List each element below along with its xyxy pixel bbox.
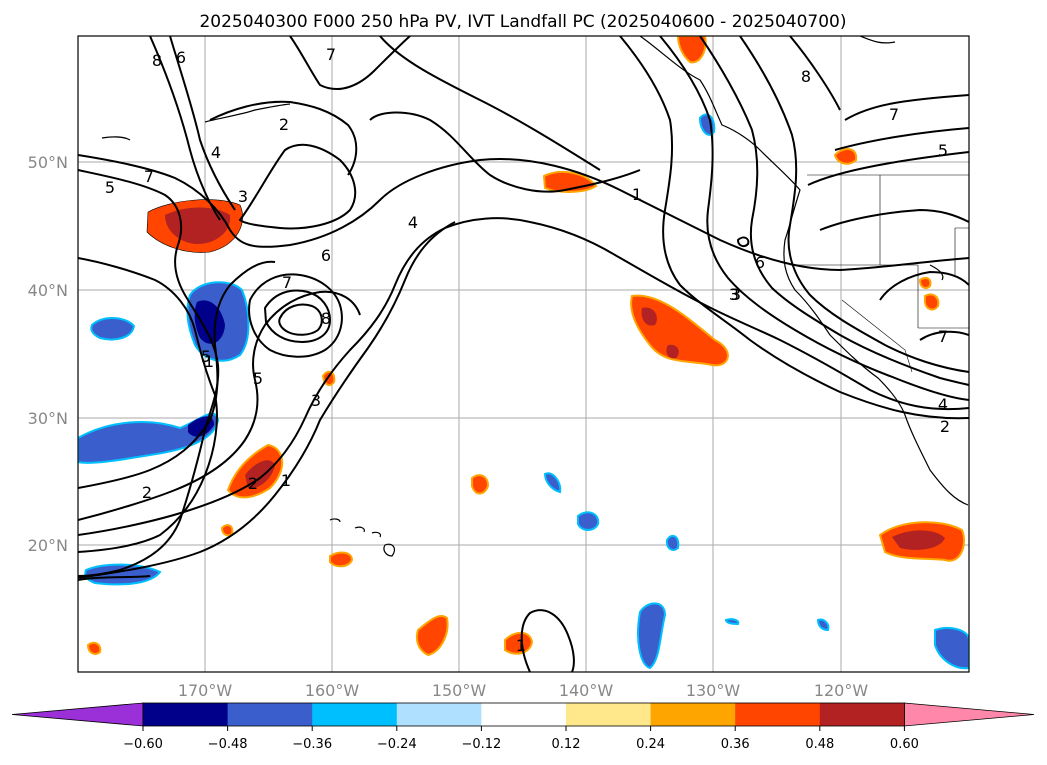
negative-anomaly xyxy=(665,534,680,551)
contour-label: 5 xyxy=(105,178,115,197)
colorbar-segment xyxy=(312,703,398,726)
colorbar-segment xyxy=(819,703,905,726)
colorbar-segment xyxy=(227,703,313,726)
lon-label: 120°W xyxy=(814,681,869,700)
contour-label: 1 xyxy=(516,636,526,655)
contour-label: 2 xyxy=(940,417,950,436)
negative-anomaly xyxy=(637,602,667,670)
contour-label: 3 xyxy=(238,187,248,206)
colorbar-extend-min xyxy=(11,702,144,727)
positive-anomaly xyxy=(471,474,490,495)
contour-lines xyxy=(78,36,969,672)
lon-label: 160°W xyxy=(305,681,360,700)
contour-label: 8 xyxy=(321,309,331,328)
colorbar-tick-label: 0.60 xyxy=(890,737,919,752)
positive-anomaly xyxy=(86,641,102,655)
contour-label: 5 xyxy=(253,369,263,388)
colorbar-tick-label: −0.36 xyxy=(292,737,332,752)
contour-label: 2 xyxy=(248,474,258,493)
longitude-labels: 170°W 160°W 150°W 140°W 130°W 120°W xyxy=(178,681,869,700)
colorbar-tick-label: −0.24 xyxy=(377,737,417,752)
contour-label: 7 xyxy=(889,105,899,124)
colorbar-tick-label: −0.12 xyxy=(461,737,501,752)
latitude-labels: 50°N 40°N 30°N 20°N xyxy=(28,153,68,555)
contour-label: 8 xyxy=(152,51,162,70)
colorbar-segment xyxy=(481,703,567,726)
contour-label: 2 xyxy=(142,483,152,502)
lat-label: 50°N xyxy=(28,153,68,172)
contour-label: 7 xyxy=(144,167,154,186)
contour-label: 4 xyxy=(408,213,418,232)
negative-anomaly xyxy=(816,618,830,632)
colorbar-tick-label: 0.48 xyxy=(805,737,834,752)
colorbar-segment xyxy=(396,703,482,726)
negative-anomaly xyxy=(90,317,136,341)
colorbar-tick-label: 0.36 xyxy=(721,737,750,752)
contour-label: 3 xyxy=(311,391,321,410)
map-frame xyxy=(77,35,970,673)
contour-label: 2 xyxy=(279,115,289,134)
negative-anomaly xyxy=(577,511,600,531)
colorbar-extend-max xyxy=(904,702,1035,727)
positive-anomaly xyxy=(918,277,932,289)
contour-label: 4 xyxy=(938,395,948,414)
colorbar-tick-label: 0.24 xyxy=(636,737,665,752)
contour-label: 8 xyxy=(801,67,811,86)
contour-label: 5 xyxy=(201,347,211,366)
positive-anomaly xyxy=(833,148,858,165)
contour-label: 7 xyxy=(282,273,292,292)
colorbar-tick-label: −0.60 xyxy=(123,737,163,752)
negative-anomaly xyxy=(934,627,969,670)
positive-anomaly xyxy=(220,524,234,537)
positive-anomaly xyxy=(504,631,534,655)
contour-label: 7 xyxy=(938,327,948,346)
colorbar-segment xyxy=(650,703,736,726)
lat-label: 40°N xyxy=(28,281,68,300)
negative-anomaly xyxy=(724,618,740,626)
lat-label: 30°N xyxy=(28,409,68,428)
colorbar: −0.60 −0.48 −0.36 −0.24 −0.12 0.12 0.24 0.36 0.4… xyxy=(11,702,1035,752)
plot-title: 2025040300 F000 250 hPa PV, IVT Landfall… xyxy=(199,12,846,32)
contour-label: 6 xyxy=(321,246,331,265)
negative-anomaly xyxy=(78,412,220,464)
lon-label: 130°W xyxy=(686,681,741,700)
lon-label: 140°W xyxy=(559,681,614,700)
lon-label: 150°W xyxy=(432,681,487,700)
positive-anomaly xyxy=(415,614,449,657)
negative-anomaly xyxy=(84,563,162,586)
contour-label: 1 xyxy=(281,471,291,490)
colorbar-segment xyxy=(735,703,821,726)
positive-anomaly xyxy=(329,551,354,568)
colorbar-tick-label: −0.48 xyxy=(208,737,248,752)
contour-label: 4 xyxy=(211,143,221,162)
contour-label: 7 xyxy=(326,45,336,64)
lat-label: 20°N xyxy=(28,536,68,555)
negative-anomaly xyxy=(543,472,562,494)
contour-label: 3 xyxy=(731,285,741,304)
lon-label: 170°W xyxy=(178,681,233,700)
positive-anomaly xyxy=(924,293,940,311)
contour-label: 5 xyxy=(938,141,948,160)
colorbar-segment xyxy=(566,703,652,726)
contour-label: 1 xyxy=(204,352,214,371)
contour-label: 3 xyxy=(729,285,739,304)
colorbar-tick-label: 0.12 xyxy=(552,737,581,752)
contour-label: 1 xyxy=(632,185,642,204)
contour-label: 6 xyxy=(755,253,765,272)
colorbar-segment xyxy=(143,703,229,726)
contour-label: 6 xyxy=(176,48,186,67)
